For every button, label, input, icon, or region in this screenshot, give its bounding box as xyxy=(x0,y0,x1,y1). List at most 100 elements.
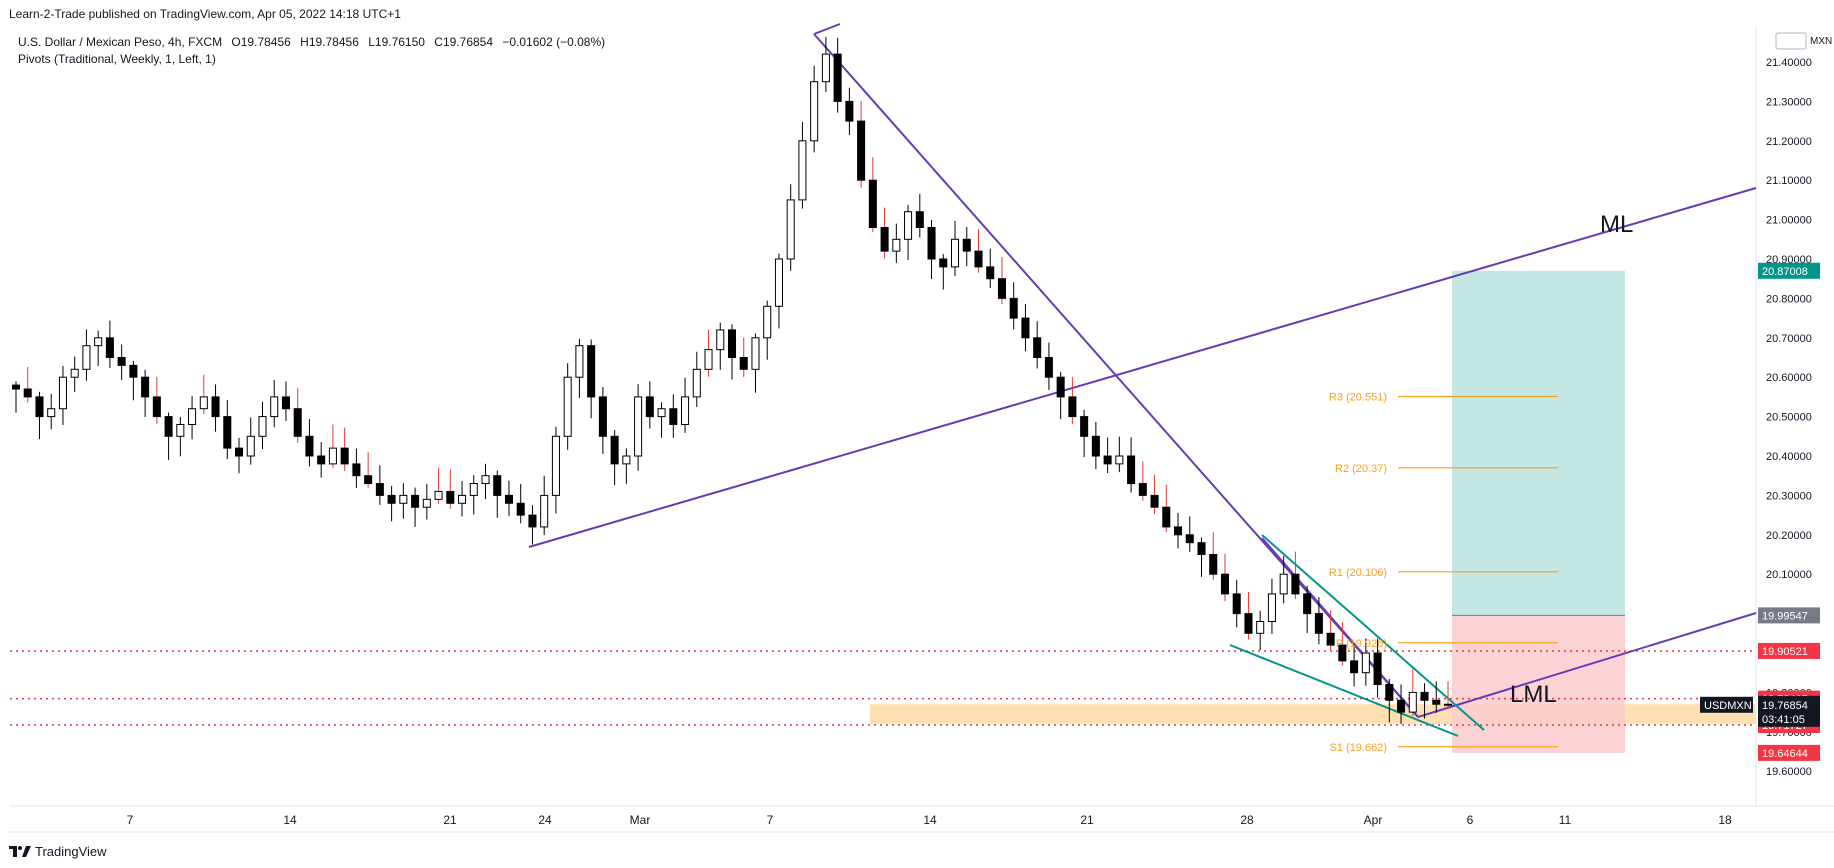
candle-body-10 xyxy=(129,364,138,378)
pivot-label-2: R1 (20.106) xyxy=(1329,567,1387,579)
price-labels: 20.8700819.9954719.9052119.7841519.71727… xyxy=(1700,262,1820,761)
price-label-bg-5 xyxy=(1758,744,1820,761)
candle-86 xyxy=(1021,304,1030,352)
position-zones xyxy=(870,270,1756,753)
candle-body-47 xyxy=(563,376,572,437)
candle-body-95 xyxy=(1127,455,1136,485)
y-tick-11: 20.30000 xyxy=(1766,490,1812,502)
candle-75 xyxy=(892,223,901,264)
candle-84 xyxy=(997,256,1006,305)
candle-body-112 xyxy=(1326,632,1335,646)
candle-23 xyxy=(281,381,290,421)
candle-body-18 xyxy=(223,416,232,449)
indicator-legend[interactable]: Pivots (Traditional, Weekly, 1, Left, 1) xyxy=(18,52,216,66)
candle-body-102 xyxy=(1209,554,1218,575)
y-tick-3: 21.10000 xyxy=(1766,175,1812,187)
candle-body-48 xyxy=(575,345,584,378)
candle-1 xyxy=(23,366,32,403)
candle-body-58 xyxy=(692,368,701,398)
candle-27 xyxy=(328,424,337,468)
candle-118 xyxy=(1397,684,1406,724)
candle-31 xyxy=(375,465,384,505)
candle-body-97 xyxy=(1150,494,1159,508)
candle-body-96 xyxy=(1138,483,1147,496)
candle-body-2 xyxy=(35,396,44,418)
candle-62 xyxy=(739,337,748,377)
x-tick-2: 21 xyxy=(443,813,457,827)
upper-trendline xyxy=(813,33,1419,718)
candle-body-65 xyxy=(774,258,783,307)
x-tick-11: 11 xyxy=(1559,813,1572,827)
lml-label: LML xyxy=(1510,681,1557,708)
candle-7 xyxy=(94,330,103,367)
candle-body-32 xyxy=(387,494,396,504)
x-tick-7: 21 xyxy=(1080,813,1094,827)
candle-106 xyxy=(1256,610,1265,651)
candle-120 xyxy=(1420,683,1429,719)
candle-body-55 xyxy=(657,408,666,418)
candles xyxy=(11,36,1453,724)
upper-trendline-tip xyxy=(813,23,841,35)
candle-59 xyxy=(704,329,713,377)
candle-119 xyxy=(1408,668,1417,717)
candle-body-68 xyxy=(810,81,819,142)
drawings xyxy=(10,23,1757,748)
candle-57 xyxy=(681,377,690,433)
candle-39 xyxy=(469,475,478,515)
candle-47 xyxy=(563,363,572,450)
wedge-lower xyxy=(1229,644,1459,737)
candle-body-37 xyxy=(446,490,455,504)
candle-body-106 xyxy=(1256,620,1265,634)
symbol-legend[interactable]: U.S. Dollar / Mexican Peso, 4h, FXCM O19… xyxy=(18,35,611,49)
ohlc-high: H19.78456 xyxy=(300,35,359,49)
candle-body-41 xyxy=(493,475,502,496)
brand-label: TradingView xyxy=(35,843,107,859)
candle-33 xyxy=(399,483,408,519)
candle-58 xyxy=(692,351,701,407)
symbol-name[interactable]: U.S. Dollar / Mexican Peso, 4h, FXCM xyxy=(18,35,223,49)
candle-85 xyxy=(1009,282,1018,330)
time-axis[interactable]: 7 14 21 24 Mar 7 14 21 28 Apr 6 11 18 xyxy=(127,813,1732,827)
candle-78 xyxy=(927,219,936,280)
candle-28 xyxy=(340,427,349,472)
candle-body-77 xyxy=(915,211,924,228)
y-tick-9: 20.50000 xyxy=(1766,412,1812,424)
candle-body-4 xyxy=(58,376,67,410)
candle-body-61 xyxy=(727,329,737,359)
candle-body-44 xyxy=(528,514,537,528)
candle-body-122 xyxy=(1443,703,1453,706)
candle-body-27 xyxy=(328,447,337,465)
price-axis[interactable]: MXN 21.40000 21.30000 21.20000 21.10000 21.00… xyxy=(1766,32,1832,778)
candle-40 xyxy=(481,463,490,500)
candle-body-104 xyxy=(1232,593,1241,615)
candle-body-29 xyxy=(352,463,361,477)
candle-20 xyxy=(246,417,255,465)
candle-body-30 xyxy=(364,475,373,485)
candle-112 xyxy=(1326,610,1335,650)
candle-10 xyxy=(129,360,138,401)
candle-body-66 xyxy=(786,199,795,260)
candle-body-108 xyxy=(1279,573,1288,595)
candle-77 xyxy=(915,194,924,238)
candle-108 xyxy=(1279,556,1288,604)
candle-body-11 xyxy=(141,376,150,398)
candle-body-98 xyxy=(1162,506,1171,528)
candle-body-114 xyxy=(1350,660,1359,674)
candle-93 xyxy=(1103,437,1112,473)
candle-body-3 xyxy=(47,408,56,418)
candle-45 xyxy=(540,475,549,535)
x-tick-5: 7 xyxy=(767,813,774,827)
candle-body-23 xyxy=(281,396,290,410)
stop-zone xyxy=(1452,615,1625,753)
candle-80 xyxy=(950,220,960,277)
candle-94 xyxy=(1115,436,1124,473)
candle-92 xyxy=(1091,421,1100,470)
x-tick-12: 18 xyxy=(1718,813,1732,827)
candle-72 xyxy=(857,100,866,188)
candle-body-118 xyxy=(1397,699,1406,713)
candle-body-40 xyxy=(481,475,490,485)
candle-body-113 xyxy=(1338,644,1347,662)
candle-95 xyxy=(1127,437,1136,493)
candle-71 xyxy=(845,87,854,136)
